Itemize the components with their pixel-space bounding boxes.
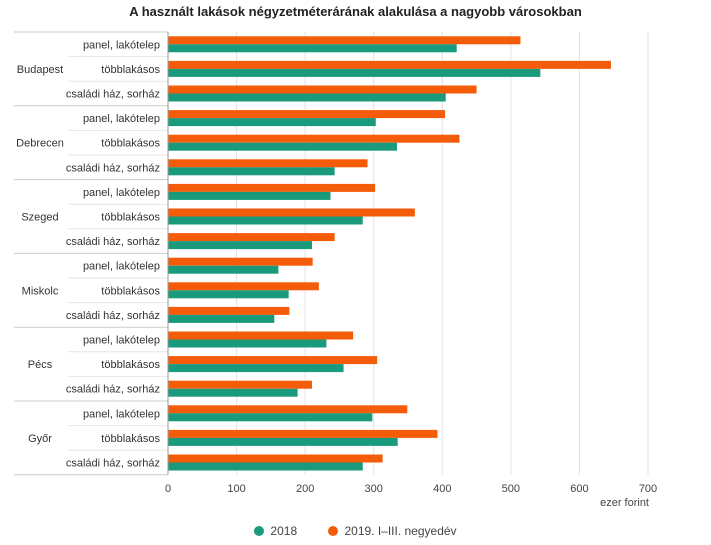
x-tick-label-600: 600 [570, 483, 588, 495]
category-label: panel, lakótelep [83, 261, 160, 273]
x-tick-label-500: 500 [502, 483, 520, 495]
legend-item-2019[interactable]: 2019. I–III. negyedév [328, 524, 457, 538]
bar-2018-12 [168, 339, 327, 348]
category-label: panel, lakótelep [83, 187, 160, 199]
legend-label-2019: 2019. I–III. negyedév [344, 524, 457, 538]
group-label-4: Pécs [28, 359, 53, 371]
group-label-0: Budapest [17, 64, 63, 76]
category-label: családi ház, sorház [66, 236, 160, 248]
bar-2019-5 [168, 159, 368, 168]
category-label: többlakásos [101, 64, 160, 76]
category-label: családi ház, sorház [66, 89, 160, 101]
bar-2019-2 [168, 85, 477, 94]
bar-2018-10 [168, 290, 289, 299]
bar-2019-11 [168, 306, 290, 315]
bar-2018-0 [168, 44, 457, 53]
group-label-2: Szeged [21, 212, 58, 224]
legend-swatch-2019 [328, 526, 339, 536]
bar-2019-6 [168, 183, 376, 192]
category-label: többlakásos [101, 359, 160, 371]
category-label: többlakásos [101, 433, 160, 445]
legend-label-2018: 2018 [270, 524, 298, 538]
x-tick-label-0: 0 [165, 483, 171, 495]
category-label: családi ház, sorház [66, 384, 160, 396]
category-label: többlakásos [101, 212, 160, 224]
bar-2018-5 [168, 167, 335, 176]
category-label: panel, lakótelep [83, 335, 160, 347]
bar-2018-3 [168, 118, 376, 127]
bar-2018-1 [168, 68, 541, 77]
group-label-1: Debrecen [16, 138, 64, 150]
bar-2019-17 [168, 454, 383, 463]
category-label: panel, lakótelep [83, 408, 160, 420]
bar-2019-10 [168, 282, 319, 291]
bar-2018-6 [168, 191, 331, 200]
legend-item-2018[interactable]: 2018 [254, 524, 297, 538]
chart-title: A használt lakások négyzetméterárának al… [129, 4, 582, 19]
bar-2018-16 [168, 437, 398, 446]
category-label: többlakásos [101, 285, 160, 297]
bar-2018-2 [168, 93, 446, 102]
x-tick-label-700: 700 [639, 483, 657, 495]
bar-2018-8 [168, 241, 312, 250]
bar-2019-1 [168, 60, 611, 69]
group-label-3: Miskolc [22, 285, 59, 297]
category-label: családi ház, sorház [66, 458, 160, 470]
bar-2018-15 [168, 413, 373, 422]
x-tick-label-200: 200 [296, 483, 314, 495]
bar-2018-4 [168, 142, 398, 151]
bar-2018-13 [168, 364, 344, 373]
bar-2018-17 [168, 462, 363, 471]
category-label: panel, lakótelep [83, 39, 160, 51]
x-axis-unit-label: ezer forint [600, 497, 649, 509]
x-tick-label-400: 400 [433, 483, 451, 495]
bar-2019-7 [168, 208, 415, 217]
bar-2019-15 [168, 405, 408, 414]
bar-2018-14 [168, 388, 298, 397]
bar-2018-11 [168, 314, 275, 323]
bar-2019-3 [168, 110, 446, 119]
bar-2019-16 [168, 429, 438, 438]
bar-2019-12 [168, 331, 354, 340]
bar-2019-14 [168, 380, 312, 389]
bar-2018-7 [168, 216, 363, 225]
bar-2019-8 [168, 233, 335, 242]
legend: 2018 2019. I–III. negyedév [0, 524, 711, 538]
category-label: családi ház, sorház [66, 310, 160, 322]
bar-2019-0 [168, 36, 521, 45]
x-tick-label-300: 300 [365, 483, 383, 495]
bar-2018-9 [168, 265, 279, 274]
bar-2019-9 [168, 257, 313, 266]
category-label: családi ház, sorház [66, 162, 160, 174]
category-label: panel, lakótelep [83, 113, 160, 125]
bar-2019-13 [168, 356, 378, 365]
bar-2019-4 [168, 134, 460, 143]
group-label-5: Győr [28, 433, 52, 445]
legend-swatch-2018 [254, 526, 265, 536]
category-label: többlakásos [101, 138, 160, 150]
x-tick-label-100: 100 [227, 483, 245, 495]
